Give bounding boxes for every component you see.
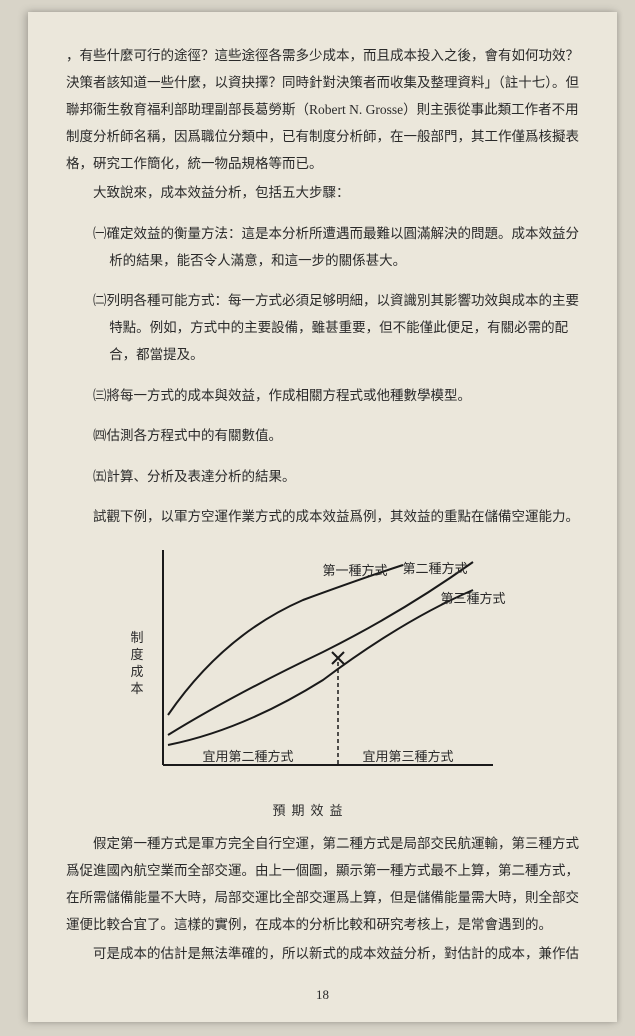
page-number: 18 [28, 982, 617, 1008]
list-item-2: ㈡列明各種可能方式：每一方式必須足够明細，以資識別其影響功效與成本的主要特點。例… [93, 287, 579, 368]
curve-1-label: 第一種方式 [323, 558, 388, 584]
paragraph-3: 試觀下例，以軍方空運作業方式的成本效益爲例，其效益的重點在儲備空運能力。 [66, 503, 579, 530]
curve-2-label: 第二種方式 [403, 556, 468, 582]
region-2-label: 宜用第三種方式 [363, 744, 454, 770]
paragraph-2: 大致說來，成本效益分析，包括五大步驟： [66, 179, 579, 206]
paragraph-1: ，有些什麼可行的途徑？這些途徑各需多少成本，而且成本投入之後，會有如何功效？決策… [66, 42, 579, 177]
paragraph-5: 可是成本的估計是無法準確的，所以新式的成本效益分析，對估計的成本，兼作估 [66, 940, 579, 967]
cost-benefit-chart: 制度成本 預期效益 第一種方式 第二種方式 第三種方式 宜用第二種方式 宜用第三… [123, 540, 523, 820]
x-axis-label: 預期效益 [273, 798, 349, 824]
list-item-3: ㈢將每一方式的成本與效益，作成相關方程式或他種數學模型。 [93, 382, 579, 409]
paragraph-4: 假定第一種方式是軍方完全自行空運，第二種方式是局部交民航運輸，第三種方式爲促進國… [66, 830, 579, 938]
curve-3-label: 第三種方式 [441, 586, 506, 612]
document-page: ，有些什麼可行的途徑？這些途徑各需多少成本，而且成本投入之後，會有如何功效？決策… [28, 12, 617, 1022]
curve-1 [168, 565, 403, 715]
list-item-4: ㈣估測各方程式中的有關數值。 [93, 422, 579, 449]
curve-2 [168, 562, 473, 735]
y-axis-label: 制度成本 [131, 630, 145, 698]
list-item-1: ㈠確定效益的衡量方法：這是本分析所遭遇而最難以圓滿解決的問題。成本效益分析的結果… [93, 220, 579, 274]
curve-3 [168, 590, 473, 745]
list-item-5: ㈤計算、分析及表達分析的結果。 [93, 463, 579, 490]
region-1-label: 宜用第二種方式 [203, 744, 294, 770]
